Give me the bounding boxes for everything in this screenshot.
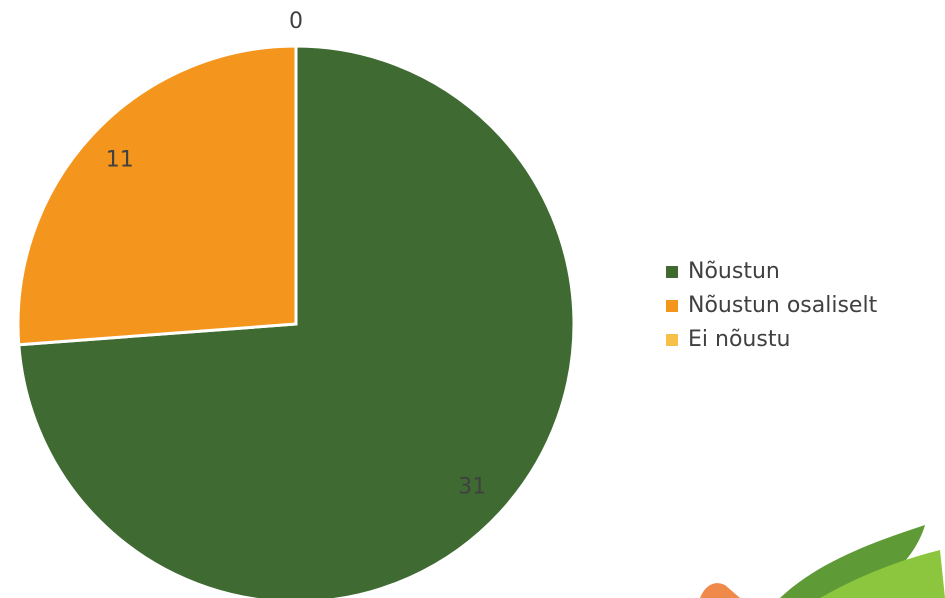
legend-label: Nõustun — [688, 259, 780, 284]
legend-swatch — [666, 266, 678, 278]
leaf-light — [820, 550, 945, 598]
legend-label: Nõustun osaliselt — [688, 293, 878, 318]
data-label: 0 — [289, 9, 303, 34]
leaf-green — [780, 525, 925, 598]
data-label: 11 — [106, 147, 134, 172]
leaf-orange — [700, 583, 740, 598]
decoration — [700, 525, 945, 598]
data-label: 31 — [458, 475, 486, 500]
legend-label: Ei nõustu — [688, 327, 790, 352]
pie-slice — [16, 44, 298, 347]
legend-swatch — [666, 300, 678, 312]
legend-swatch — [666, 334, 678, 346]
